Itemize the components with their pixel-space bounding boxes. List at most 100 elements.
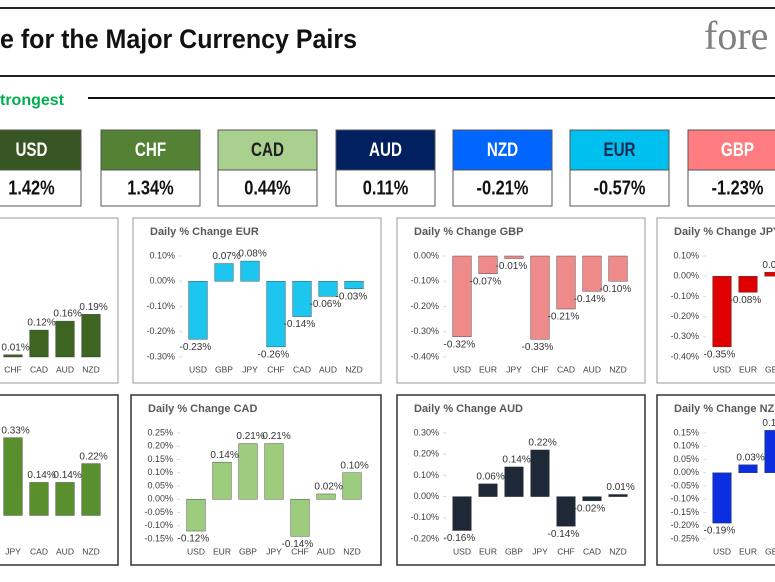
y-tick-label: 0.10% [149,250,175,260]
value-label: 0.21% [262,431,290,442]
y-tick-label: 0.20% [147,441,173,451]
tile-change: 1.34% [127,176,173,199]
x-tick-label: EUR [213,546,231,556]
y-tick-label: -0.20% [410,301,439,311]
x-tick-label: JPY [242,364,258,374]
tile-header [569,129,670,171]
chart-panel [0,217,119,384]
value-label: 0.03% [736,452,764,463]
value-label: 0.10% [340,460,368,471]
bar [452,496,472,531]
y-tick-label: -0.20% [410,533,439,543]
y-tick-label: -0.10% [146,301,175,311]
y-tick-label: -0.30% [146,351,175,361]
value-label: 0.01% [1,342,29,353]
value-label: 0.02% [314,482,342,493]
bar [478,483,498,497]
value-label: -0.12% [178,534,210,545]
y-tick-label: -0.10% [410,276,439,286]
y-tick-label: -0.15% [670,507,699,517]
value-label: -0.14% [574,294,606,305]
bar [55,320,75,358]
value-label: -0.06% [310,299,342,310]
tile-change: -1.23% [712,176,764,199]
x-tick-label: JPY [532,546,548,556]
bar [238,443,258,500]
x-tick-label: GBP [765,546,775,556]
x-tick-label: USD [187,546,205,556]
x-tick-label: GBP [765,364,775,374]
tile-value-box [0,169,82,207]
bar [342,472,362,500]
y-tick-label: 0.15% [673,427,699,437]
tile-change: -0.21% [477,176,529,199]
x-tick-label: USD [713,364,731,374]
y-tick-label: -0.05% [670,480,699,490]
y-tick-label: 0.00% [147,494,173,504]
value-label: -0.19% [704,526,736,537]
x-tick-label: JPY [5,546,21,556]
y-tick-label: -0.25% [670,533,699,543]
y-tick-label: 0.15% [147,454,173,464]
y-tick-label: -0.10% [410,512,439,522]
bar [29,329,49,358]
value-label: -0.35% [704,350,736,361]
bar [344,281,364,290]
x-tick-label: CAD [30,546,48,556]
bar [81,463,101,516]
value-label: 0.08% [238,249,266,260]
x-tick-label: NZD [609,364,626,374]
bar [186,499,206,532]
y-tick-label: 0.10% [673,250,699,260]
tile-header [452,129,553,171]
x-tick-label: CAD [293,364,311,374]
value-label: -0.23% [180,342,212,353]
y-tick-label: 0.00% [149,276,175,286]
x-tick-label: NZD [82,546,99,556]
tile-value-box [569,169,670,207]
page-title: e for the Major Currency Pairs [0,24,357,54]
value-label: 0.22% [528,438,556,449]
value-label: -0.03% [336,291,368,302]
bar [608,255,628,282]
x-tick-label: EUR [739,546,757,556]
x-tick-label: EUR [739,364,757,374]
chart-title: Daily % Change CAD [148,403,257,415]
x-tick-label: AUD [319,364,337,374]
value-label: -0.32% [444,339,476,350]
x-tick-label: CHF [267,364,284,374]
y-tick-label: -0.05% [144,507,173,517]
bar [318,281,338,297]
y-tick-label: 0.10% [147,467,173,477]
x-tick-label: NZD [345,364,362,374]
x-tick-label: AUD [56,546,74,556]
x-tick-label: GBP [505,546,523,556]
bar [712,472,732,524]
value-label: 0.22% [79,451,107,462]
x-tick-label: JPY [506,364,522,374]
bar [266,281,286,348]
value-label: 0.12% [27,318,55,329]
y-tick-label: 0.00% [413,491,439,501]
value-label: -0.02% [574,503,606,514]
tile-value-box [452,169,553,207]
tile-change: 0.44% [244,176,290,199]
bar [738,464,758,473]
bar [712,276,732,348]
value-label: 0.14% [210,450,238,461]
x-tick-label: AUD [583,364,601,374]
y-tick-label: 0.30% [413,427,439,437]
value-label: -0.21% [548,312,580,323]
tile-code: USD [15,138,47,160]
value-label: -0.14% [548,529,580,540]
bar [452,255,472,338]
x-tick-label: CHF [531,364,548,374]
tile-header [687,129,775,171]
x-tick-label: NZD [609,546,626,556]
bar [530,449,550,497]
tile-value-box [217,169,318,207]
bar [264,443,284,500]
value-label: 0.14% [53,470,81,481]
value-label: -0.14% [284,319,316,330]
x-tick-label: CHF [557,546,574,556]
